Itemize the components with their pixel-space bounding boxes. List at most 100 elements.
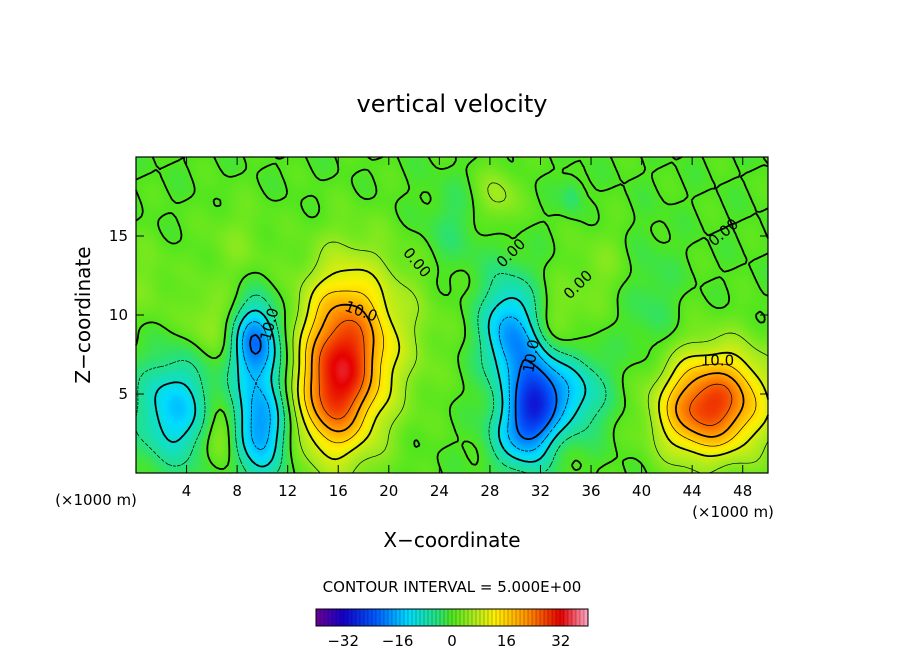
colorbar-cell xyxy=(399,608,405,627)
colorbar-cell xyxy=(479,608,485,627)
colorbar-cell xyxy=(535,608,541,627)
colorbar-cell xyxy=(459,608,465,627)
colorbar-cell xyxy=(371,608,377,627)
colorbar-cell xyxy=(487,608,493,627)
y-tick-label: 10 xyxy=(109,306,128,324)
contour-level xyxy=(296,268,769,461)
colorbar-cell xyxy=(435,608,441,627)
x-tick-label: 24 xyxy=(430,482,449,500)
x-unit-right: (×1000 m) xyxy=(692,503,774,521)
contour-level xyxy=(291,182,769,474)
colorbar-cell xyxy=(515,608,521,627)
contour-level xyxy=(318,319,733,426)
x-axis-ticks: 4 8 12 16 20 24 28 32 36 40 44 48 xyxy=(182,157,752,500)
colorbar-cell xyxy=(415,608,421,627)
colorbar-cell xyxy=(367,608,373,627)
colorbar-cell xyxy=(539,608,545,627)
colorbar-cell xyxy=(567,608,573,627)
colorbar-cell xyxy=(527,608,533,627)
colorbar-cell xyxy=(579,608,585,627)
colorbar-cell xyxy=(443,608,449,627)
colorbar-cell xyxy=(523,608,529,627)
colorbar-cell xyxy=(483,608,489,627)
colorbar-ticks: −32 −16 0 16 32 xyxy=(327,632,570,650)
x-tick-label: 12 xyxy=(278,482,297,500)
colorbar-cell xyxy=(427,608,433,627)
x-tick-label: 20 xyxy=(379,482,398,500)
x-tick-label: 32 xyxy=(531,482,550,500)
colorbar-cell xyxy=(327,608,333,627)
x-tick-label: 40 xyxy=(632,482,651,500)
colorbar-cell xyxy=(419,608,425,627)
colorbar-cell xyxy=(463,608,469,627)
colorbar-cell xyxy=(351,608,357,627)
colorbar-cell xyxy=(575,608,581,627)
colorbar-cell xyxy=(315,608,321,627)
colorbar-cell xyxy=(359,608,365,627)
colorbar-cell xyxy=(375,608,381,627)
x-unit-left: (×1000 m) xyxy=(55,491,137,509)
x-tick-label: 4 xyxy=(182,482,192,500)
colorbar-cell xyxy=(347,608,353,627)
colorbar-cell xyxy=(363,608,369,627)
colorbar: −32 −16 0 16 32 xyxy=(315,608,589,650)
colorbar-cell xyxy=(471,608,477,627)
colorbar-cell xyxy=(499,608,505,627)
colorbar-cell xyxy=(407,608,413,627)
chart-title: vertical velocity xyxy=(357,90,548,118)
colorbar-cell xyxy=(395,608,401,627)
colorbar-cell xyxy=(511,608,517,627)
colorbar-cell xyxy=(335,608,341,627)
contour-level xyxy=(242,316,570,452)
x-tick-label: 8 xyxy=(232,482,242,500)
y-tick-label: 15 xyxy=(109,227,128,245)
colorbar-cell xyxy=(411,608,417,627)
colorbar-cell xyxy=(547,608,553,627)
y-axis-ticks: 5 10 15 xyxy=(109,227,768,403)
colorbar-cell xyxy=(455,608,461,627)
colorbar-cell xyxy=(559,608,565,627)
colorbar-cell xyxy=(431,608,437,627)
colorbar-cell xyxy=(339,608,345,627)
colorbar-cell xyxy=(555,608,561,627)
colorbar-cell xyxy=(519,608,525,627)
colorbar-cell xyxy=(451,608,457,627)
colorbar-cell xyxy=(563,608,569,627)
colorbar-cell xyxy=(447,608,453,627)
y-axis-label: Z−coordinate xyxy=(71,246,95,383)
colorbar-cell xyxy=(543,608,549,627)
colorbar-frame xyxy=(315,608,589,627)
colorbar-cell xyxy=(343,608,349,627)
colorbar-cell xyxy=(403,608,409,627)
colorbar-cell xyxy=(507,608,513,627)
colorbar-cell xyxy=(551,608,557,627)
contour-interval-text: CONTOUR INTERVAL = 5.000E+00 xyxy=(323,578,582,596)
contour-level xyxy=(249,333,558,441)
colorbar-cell xyxy=(355,608,361,627)
y-tick-label: 5 xyxy=(118,385,128,403)
x-axis-label: X−coordinate xyxy=(383,528,520,552)
colorbar-cell xyxy=(323,608,329,627)
colorbar-cell xyxy=(495,608,501,627)
contour-level xyxy=(310,303,745,438)
contour-level xyxy=(154,296,587,468)
contour-lines xyxy=(135,156,769,474)
colorbar-cell xyxy=(423,608,429,627)
colorbar-cell xyxy=(379,608,385,627)
colorbar-tick-label: 0 xyxy=(447,632,457,650)
colorbar-cell xyxy=(391,608,397,627)
colorbar-tick-label: −32 xyxy=(327,632,359,650)
colorbar-tick-label: −16 xyxy=(382,632,414,650)
contour-label: 10.0 xyxy=(519,338,543,374)
colorbar-cell xyxy=(503,608,509,627)
colorbar-cell xyxy=(387,608,393,627)
contour-level xyxy=(135,156,769,474)
colorbar-cell xyxy=(491,608,497,627)
colorbar-cell xyxy=(467,608,473,627)
colorbar-cell xyxy=(531,608,537,627)
colorbar-cell xyxy=(571,608,577,627)
colorbar-cell xyxy=(475,608,481,627)
x-tick-label: 48 xyxy=(733,482,752,500)
colorbar-tick-label: 16 xyxy=(497,632,516,650)
